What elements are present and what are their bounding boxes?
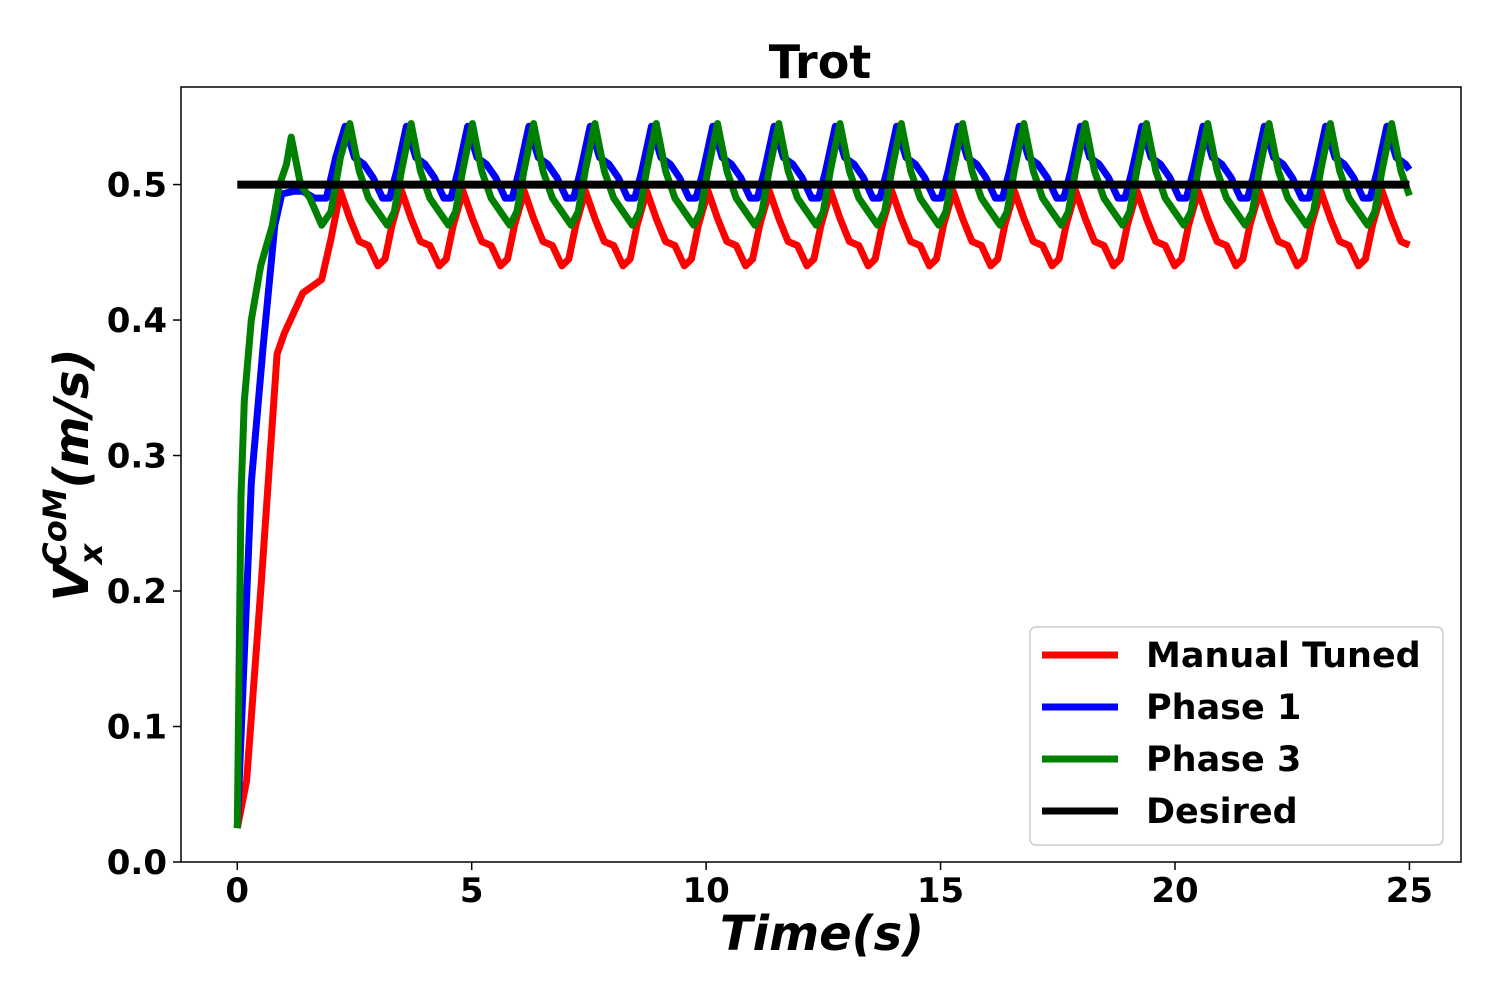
- y-tick-label: 0.0: [107, 843, 167, 883]
- y-label-sub: x: [72, 542, 110, 566]
- series-line-manual-tuned: [233, 187, 1411, 829]
- x-tick-label: 20: [1151, 871, 1198, 911]
- y-axis-ticks: 0.0 0.1 0.2 0.3 0.4 0.5: [107, 166, 181, 883]
- legend-box: [1029, 626, 1444, 846]
- x-axis-ticks: 0 5 10 15 20 25: [225, 862, 1433, 911]
- y-label-sup: CoM: [36, 488, 74, 565]
- series-line-phase-1: [233, 122, 1413, 829]
- x-tick-label: 0: [225, 871, 249, 911]
- legend-label-manual-tuned: Manual Tuned: [1146, 636, 1421, 676]
- y-axis-label-text: VxCoM(m/s): [36, 348, 110, 601]
- legend-label-desired: Desired: [1146, 792, 1298, 832]
- y-label-unit: (m/s): [44, 348, 100, 488]
- legend-label-phase-3: Phase 3: [1146, 740, 1301, 780]
- x-axis-label: Time(s): [720, 906, 924, 962]
- y-tick-label: 0.4: [107, 301, 167, 341]
- legend-label-phase-1: Phase 1: [1146, 688, 1301, 728]
- plot-lines: [233, 120, 1413, 829]
- y-tick-label: 0.3: [107, 437, 167, 477]
- y-tick-label: 0.2: [107, 572, 167, 612]
- y-tick-label: 0.5: [107, 166, 167, 206]
- x-tick-label: 10: [682, 871, 729, 911]
- y-label-base: V: [44, 561, 100, 602]
- x-tick-label: 5: [460, 871, 484, 911]
- legend: Manual Tuned Phase 1 Phase 3 Desired: [1029, 626, 1444, 846]
- chart-title: Trot: [769, 35, 872, 89]
- y-tick-label: 0.1: [107, 708, 167, 748]
- plot-frame: [180, 86, 1462, 863]
- x-tick-label: 25: [1386, 871, 1433, 911]
- y-axis-label: VxCoM(m/s): [36, 348, 110, 601]
- x-tick-label: 15: [917, 871, 964, 911]
